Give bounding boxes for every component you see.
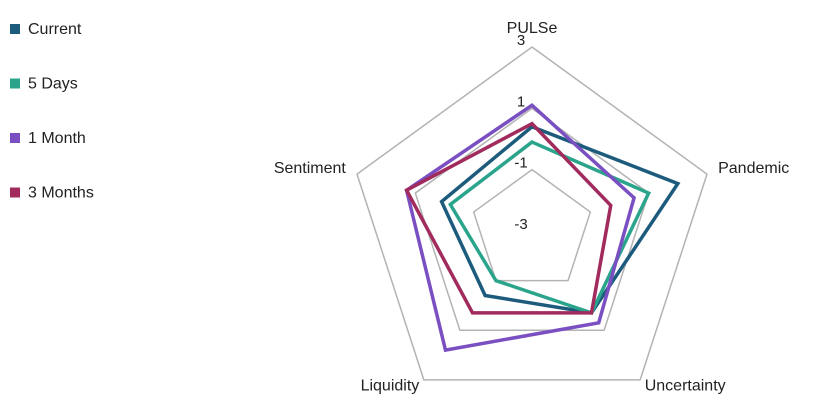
- tick-label: 3: [517, 32, 525, 49]
- axis-label: Pandemic: [718, 160, 789, 177]
- legend-swatch: [10, 187, 20, 198]
- grid-ring: [414, 107, 650, 331]
- grid-ring: [472, 168, 592, 282]
- legend-swatch: [10, 133, 20, 143]
- series-line: [448, 140, 652, 316]
- legend-label: 1 Month: [28, 130, 86, 147]
- legend-label: 5 Days: [28, 76, 78, 93]
- axis-label: PULSe: [507, 20, 558, 37]
- series-line: [439, 124, 681, 315]
- legend-swatch: [10, 24, 20, 34]
- axis-label: Liquidity: [361, 378, 420, 395]
- grid-ring: [356, 46, 708, 381]
- legend-swatch: [10, 78, 20, 89]
- legend-label: 3 Months: [28, 185, 94, 202]
- tick-label: -1: [514, 155, 527, 172]
- legend-label: Current: [28, 21, 82, 38]
- series-line: [404, 103, 637, 353]
- tick-label: 1: [517, 93, 525, 110]
- axis-label: Uncertainty: [645, 378, 726, 395]
- axis-label: Sentiment: [274, 160, 347, 177]
- tick-label: -3: [514, 216, 527, 233]
- series-line: [404, 121, 613, 315]
